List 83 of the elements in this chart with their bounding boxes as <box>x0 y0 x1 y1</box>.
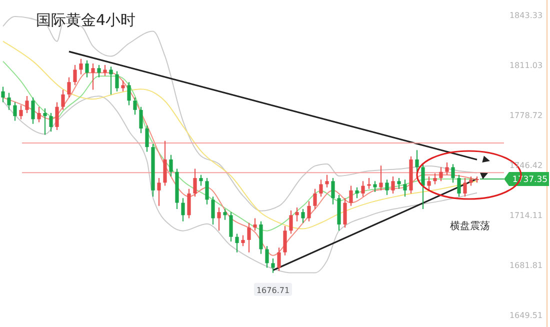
candlestick <box>187 188 191 219</box>
candlestick <box>283 226 287 256</box>
candlestick <box>37 106 41 123</box>
candlestick <box>343 198 347 228</box>
candlestick <box>85 60 89 78</box>
candlestick <box>211 196 215 225</box>
y-tick-label: 1714.11 <box>509 211 543 220</box>
y-tick-label: 1681.81 <box>509 261 543 270</box>
candlestick <box>229 212 233 242</box>
candlestick <box>457 174 461 198</box>
candlestick <box>145 124 149 152</box>
candlestick <box>121 80 125 92</box>
candlestick <box>205 178 209 205</box>
y-tick-label: 1811.03 <box>509 60 543 70</box>
candlestick <box>391 176 395 194</box>
candlestick <box>349 185 353 206</box>
candlestick <box>415 150 419 172</box>
candlestick <box>373 180 377 192</box>
annotation: 横盘震荡 <box>450 220 490 232</box>
y-tick-label: 1843.33 <box>509 11 543 20</box>
candlestick <box>289 210 293 234</box>
candlestick <box>313 188 317 210</box>
annotation: 1676.71 <box>256 286 290 295</box>
candlestick <box>133 97 137 116</box>
candlestick <box>49 112 53 132</box>
candlestick <box>253 218 257 232</box>
candlestick <box>445 162 449 176</box>
candlestick <box>235 233 239 253</box>
candlestick <box>109 66 113 95</box>
candlestick <box>19 104 23 120</box>
y-tick-label: 1778.72 <box>509 111 543 120</box>
candlestick <box>217 206 221 232</box>
candlestick <box>247 222 251 253</box>
candlestick <box>169 154 173 177</box>
candlestick <box>79 58 83 75</box>
candlestick <box>7 92 11 110</box>
candlestick <box>163 140 167 186</box>
candlestick <box>127 82 131 106</box>
candlestick <box>319 179 323 198</box>
candlestick <box>301 208 305 224</box>
candlestick <box>277 247 281 272</box>
candlestick <box>433 172 437 185</box>
candlestick <box>463 178 467 198</box>
candlestick <box>295 206 299 222</box>
candlestick <box>439 166 443 182</box>
candlestick <box>97 64 101 78</box>
candlestick <box>115 70 119 92</box>
candlestick <box>157 178 161 206</box>
candlestick <box>241 234 245 247</box>
y-tick-label: 1649.51 <box>509 311 543 320</box>
candlestick <box>265 246 269 268</box>
candlestick <box>421 164 425 210</box>
candlestick <box>379 165 383 191</box>
chart-title: 国际黄金4小时 <box>36 11 136 29</box>
candlestick <box>403 179 407 198</box>
candlestick <box>199 174 203 186</box>
candlestick <box>331 178 335 205</box>
candlestick <box>43 108 47 136</box>
candlestick <box>91 62 95 90</box>
candlestick <box>73 64 77 86</box>
candlestick <box>325 174 329 188</box>
candlestick <box>1 86 5 103</box>
candlestick <box>469 176 473 186</box>
candlestick <box>193 168 197 198</box>
candlestick <box>13 102 17 122</box>
candlestick <box>139 106 143 134</box>
candlestick <box>385 179 389 196</box>
candlestick <box>25 96 29 114</box>
candlestick <box>271 258 275 274</box>
candlestick <box>223 208 227 220</box>
candlestick <box>31 97 35 124</box>
candlestick <box>367 178 371 190</box>
candlestick <box>67 76 71 98</box>
candlestick <box>55 102 59 131</box>
candlestick <box>451 164 455 184</box>
candlestick <box>103 64 107 76</box>
candlestick <box>361 180 365 198</box>
candlestick <box>397 178 401 190</box>
candlestick <box>307 200 311 222</box>
candlestick <box>181 198 185 222</box>
candlestick <box>427 176 431 191</box>
candlestick <box>61 89 65 110</box>
candlestick <box>355 186 359 199</box>
